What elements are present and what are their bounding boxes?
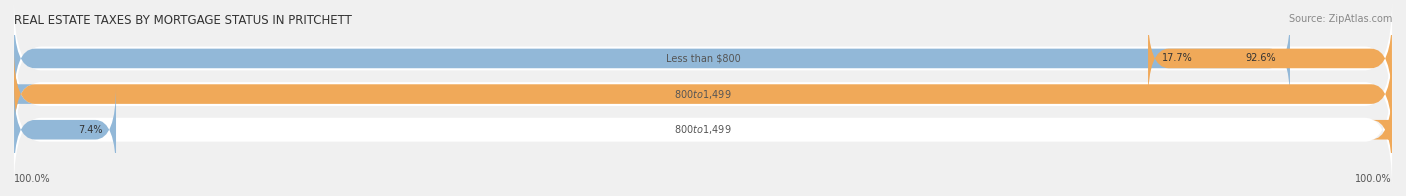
Text: 17.7%: 17.7% <box>1161 54 1192 64</box>
Text: REAL ESTATE TAXES BY MORTGAGE STATUS IN PRITCHETT: REAL ESTATE TAXES BY MORTGAGE STATUS IN … <box>14 14 352 27</box>
Text: 7.4%: 7.4% <box>77 125 103 135</box>
Text: $800 to $1,499: $800 to $1,499 <box>675 123 731 136</box>
FancyBboxPatch shape <box>14 15 1289 102</box>
Text: 92.6%: 92.6% <box>1246 54 1277 64</box>
FancyBboxPatch shape <box>14 0 1392 118</box>
Text: 100.0%: 100.0% <box>14 174 51 184</box>
Text: Source: ZipAtlas.com: Source: ZipAtlas.com <box>1288 14 1392 24</box>
FancyBboxPatch shape <box>1149 15 1392 102</box>
FancyBboxPatch shape <box>14 86 117 173</box>
Text: 100.0%: 100.0% <box>1355 174 1392 184</box>
FancyBboxPatch shape <box>0 50 35 138</box>
Text: Less than $800: Less than $800 <box>665 54 741 64</box>
Text: $800 to $1,499: $800 to $1,499 <box>675 88 731 101</box>
FancyBboxPatch shape <box>14 50 1392 138</box>
FancyBboxPatch shape <box>1371 86 1406 173</box>
FancyBboxPatch shape <box>14 35 1392 153</box>
FancyBboxPatch shape <box>14 70 1392 189</box>
Legend: Without Mortgage, With Mortgage: Without Mortgage, With Mortgage <box>595 195 811 196</box>
